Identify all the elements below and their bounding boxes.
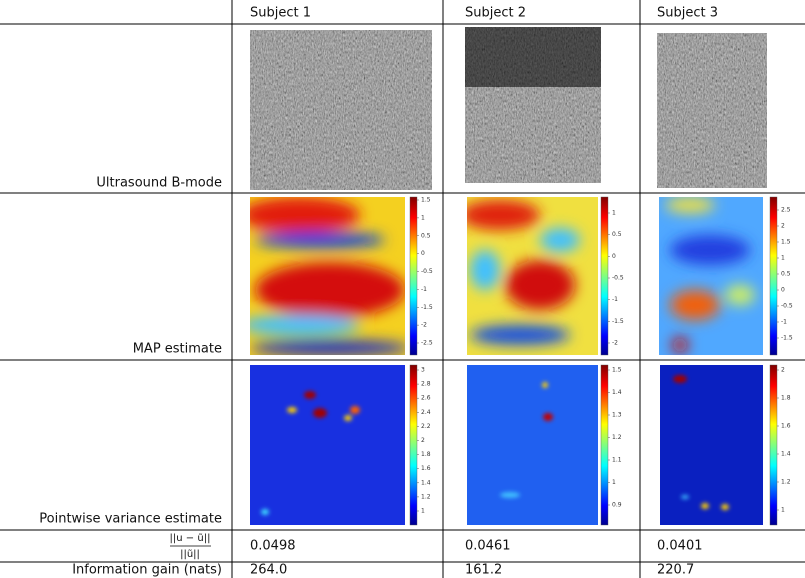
colorbar-label: -0.5 — [421, 268, 433, 275]
colorbar-label: 0.5 — [612, 231, 622, 238]
bmode-image — [657, 33, 767, 188]
cell-value: 0.0498 — [250, 539, 296, 554]
fraction-numerator: ||u − ũ|| — [170, 533, 211, 544]
colorbar — [770, 365, 777, 525]
colorbar-label: 1 — [781, 255, 785, 262]
colorbar — [410, 365, 417, 525]
colorbar-label: -1 — [421, 286, 427, 293]
colorbar-label: 1.4 — [421, 479, 431, 486]
cell-value: 0.0401 — [657, 539, 703, 554]
variance-heatmap — [467, 365, 598, 525]
colorbar-label: 1.5 — [612, 367, 622, 374]
colorbar-label: 1.8 — [421, 451, 431, 458]
colorbar-label: 1 — [421, 214, 425, 221]
colorbar — [601, 197, 608, 355]
colorbar-label: 1.5 — [421, 197, 431, 204]
colorbar-label: -2 — [421, 322, 427, 329]
colorbar-label: 2 — [781, 223, 785, 230]
colorbar-label: 1.4 — [612, 389, 622, 396]
colorbar-label: 0.5 — [781, 271, 791, 278]
colorbar-label: -0.5 — [781, 303, 793, 310]
colorbar-label: 1.4 — [781, 451, 791, 458]
colorbar-label: 3 — [421, 367, 425, 374]
row-label: MAP estimate — [133, 342, 222, 357]
colorbar-label: -1 — [781, 319, 787, 326]
colorbar-label: -0.5 — [612, 275, 624, 282]
cell-value: 220.7 — [657, 563, 694, 578]
colorbar-label: 2.2 — [421, 423, 431, 430]
colorbar-label: -1.5 — [781, 335, 793, 342]
fraction-denominator: ||ũ|| — [180, 549, 200, 560]
colorbar-label: 2 — [781, 367, 785, 374]
colorbar-label: 1.2 — [612, 434, 622, 441]
colorbar-label: -1 — [612, 296, 618, 303]
colorbar-label: 1 — [612, 479, 616, 486]
bmode-image — [465, 27, 601, 183]
colorbar-label: 2.4 — [421, 409, 431, 416]
colorbar-label: 1.6 — [421, 465, 431, 472]
colorbar-label: 1.2 — [421, 493, 431, 500]
map-heatmap — [460, 197, 598, 355]
variance-heatmap — [250, 365, 405, 525]
colorbar-label: 0.5 — [421, 232, 431, 239]
colorbar-label: 0 — [612, 253, 616, 260]
colorbar-label: -2 — [612, 340, 618, 347]
colorbar-label: 0 — [781, 287, 785, 294]
cell-value: 0.0461 — [465, 539, 511, 554]
colorbar-label: 1 — [781, 507, 785, 514]
column-header: Subject 3 — [657, 6, 718, 21]
colorbar-label: 1.1 — [612, 457, 622, 464]
colorbar-label: -1.5 — [612, 318, 624, 325]
colorbar-label: 1.8 — [781, 395, 791, 402]
colorbar-label: 1.6 — [781, 423, 791, 430]
colorbar-label: -1.5 — [421, 304, 433, 311]
colorbar-label: 1.5 — [781, 239, 791, 246]
cell-value: 264.0 — [250, 563, 287, 578]
colorbar-label: 2.6 — [421, 395, 431, 402]
colorbar-label: 2.8 — [421, 381, 431, 388]
bmode-image — [250, 30, 432, 190]
colorbar — [770, 197, 777, 355]
row-label: Ultrasound B-mode — [96, 176, 222, 191]
row-label: Pointwise variance estimate — [39, 512, 222, 527]
variance-heatmap — [660, 365, 763, 525]
column-header: Subject 2 — [465, 6, 526, 21]
map-heatmap — [240, 197, 410, 356]
colorbar — [601, 365, 608, 525]
colorbar — [410, 197, 417, 355]
row-label: Information gain (nats) — [72, 563, 222, 578]
slide: Subject 1 Subject 2 Subject 3 Ultrasound… — [0, 0, 805, 578]
colorbar-label: 1.3 — [612, 412, 622, 419]
colorbar-label: 2.5 — [781, 207, 791, 214]
cell-value: 161.2 — [465, 563, 502, 578]
colorbar-label: 0 — [421, 250, 425, 257]
colorbar-label: 0.9 — [612, 502, 622, 509]
column-header: Subject 1 — [250, 6, 311, 21]
colorbar-label: -2.5 — [421, 340, 433, 347]
map-heatmap — [659, 197, 763, 355]
colorbar-label: 1 — [612, 210, 616, 217]
colorbar-label: 1 — [421, 508, 425, 515]
colorbar-label: 1.2 — [781, 479, 791, 486]
colorbar-label: 2 — [421, 437, 425, 444]
